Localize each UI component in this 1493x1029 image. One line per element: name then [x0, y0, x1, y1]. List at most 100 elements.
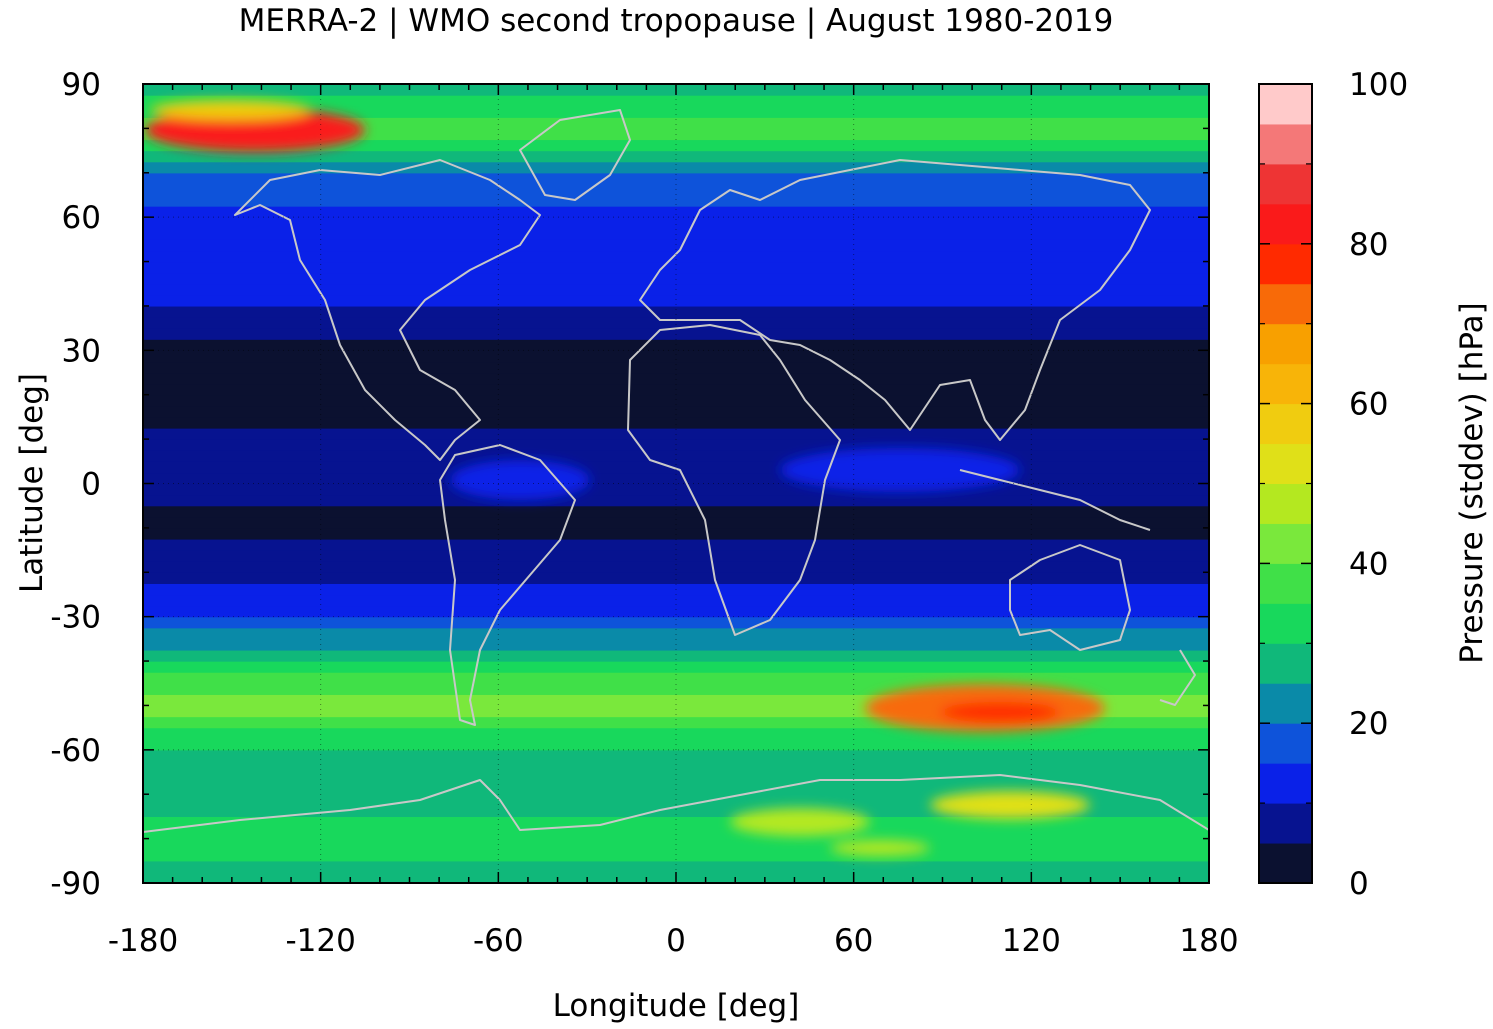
- field-band: [143, 594, 1209, 607]
- colorbar-segment: [1259, 443, 1312, 484]
- field-band: [143, 827, 1209, 840]
- field-band: [143, 194, 1209, 207]
- field-band: [143, 183, 1209, 196]
- field-band: [143, 450, 1209, 462]
- antarctic-maximum-west: [730, 808, 870, 836]
- grid: [143, 84, 1209, 883]
- colorbar-tick-label: 0: [1349, 866, 1369, 902]
- field-band: [143, 328, 1209, 340]
- field-band: [143, 150, 1209, 163]
- field-band: [143, 161, 1209, 174]
- y-axis-label: Latitude [deg]: [14, 373, 50, 593]
- x-tick-label: -60: [473, 923, 524, 959]
- y-tick-label: 60: [62, 200, 101, 236]
- field-band: [143, 239, 1209, 252]
- coastline-new-zealand: [1159, 649, 1196, 706]
- field-band: [143, 361, 1209, 374]
- colorbar-segment: [1259, 683, 1312, 724]
- colorbar-segment: [1259, 243, 1312, 285]
- field-band: [143, 339, 1209, 351]
- antarctic-maximum-south: [830, 840, 930, 856]
- x-tick-label: 0: [666, 923, 686, 959]
- equatorial-americas-patch: [450, 460, 590, 500]
- field-band: [143, 772, 1209, 784]
- field-band: [143, 117, 1209, 129]
- colorbar-segment: [1259, 323, 1312, 365]
- field-band: [143, 860, 1209, 873]
- field-band: [143, 139, 1209, 152]
- x-tick-label: -180: [108, 923, 178, 959]
- x-tick-label: 180: [1179, 923, 1238, 959]
- antarctic-maximum-east: [930, 791, 1090, 819]
- field-band: [143, 294, 1209, 307]
- colorbar-tick-label: 20: [1349, 706, 1388, 742]
- colorbar-segment: [1259, 403, 1312, 445]
- y-tick-label: -60: [50, 733, 101, 769]
- field-band: [143, 483, 1209, 496]
- coastline-eurasia: [639, 159, 1151, 441]
- plot-area: [143, 84, 1209, 883]
- heatmap-features: [145, 100, 1105, 856]
- field-band: [143, 95, 1209, 107]
- field-band: [143, 383, 1209, 396]
- colorbar-segment: [1259, 283, 1312, 325]
- x-tick-label: 60: [834, 923, 873, 959]
- chart-title: MERRA-2 | WMO second tropopause | August…: [239, 3, 1114, 39]
- field-band: [143, 794, 1209, 806]
- field-band: [143, 428, 1209, 440]
- coastline-antarctica: [143, 774, 1209, 833]
- field-band: [143, 705, 1209, 718]
- colorbar-segment: [1259, 123, 1312, 165]
- y-tick-label: -30: [50, 600, 101, 636]
- field-band: [143, 317, 1209, 329]
- field-band: [143, 783, 1209, 795]
- field-band: [143, 394, 1209, 407]
- colorbar-segment: [1259, 843, 1312, 884]
- equatorial-africa-patch: [780, 448, 1020, 492]
- field-band: [143, 727, 1209, 740]
- x-tick-label: 120: [1002, 923, 1061, 959]
- colorbar-segment: [1259, 643, 1312, 684]
- colorbar-segment: [1259, 483, 1312, 524]
- field-band: [143, 416, 1209, 429]
- field-band: [143, 172, 1209, 185]
- coastline-north-america: [234, 159, 541, 461]
- field-band: [143, 760, 1209, 773]
- field-band: [143, 228, 1209, 240]
- y-tick-label: 0: [81, 467, 101, 503]
- field-band: [143, 661, 1209, 673]
- colorbar-segment: [1259, 763, 1312, 804]
- field-band: [143, 505, 1209, 518]
- y-tick-label: 30: [62, 333, 101, 369]
- field-band: [143, 627, 1209, 640]
- colorbar-segment: [1259, 84, 1312, 125]
- field-band: [143, 638, 1209, 651]
- x-axis-label: Longitude [deg]: [553, 988, 800, 1024]
- field-band: [143, 261, 1209, 274]
- colorbar-ticks: 0 20 40 60 80 100: [1259, 67, 1408, 902]
- field-band: [143, 616, 1209, 629]
- field-band: [143, 106, 1209, 118]
- field-band: [143, 283, 1209, 296]
- coastline-maritime-continent: [959, 469, 1151, 531]
- colorbar-segment: [1259, 523, 1312, 564]
- field-band: [143, 128, 1209, 141]
- x-tick-labels: -180 -120 -60 0 60 120 180: [108, 923, 1239, 959]
- field-band: [143, 683, 1209, 695]
- y-tick-label: -90: [50, 866, 101, 902]
- field-band: [143, 583, 1209, 596]
- coastline-africa: [627, 324, 841, 636]
- axis-ticks: [142, 83, 1210, 884]
- field-band: [143, 838, 1209, 851]
- field-band: [143, 816, 1209, 829]
- field-band: [143, 716, 1209, 729]
- coastlines: [143, 109, 1209, 833]
- coastline-australia: [1009, 544, 1131, 651]
- field-band: [143, 350, 1209, 363]
- field-band: [143, 439, 1209, 451]
- field-band: [143, 649, 1209, 662]
- field-band: [143, 516, 1209, 529]
- colorbar-tick-label: 40: [1349, 546, 1388, 582]
- colorbar: [1259, 84, 1312, 884]
